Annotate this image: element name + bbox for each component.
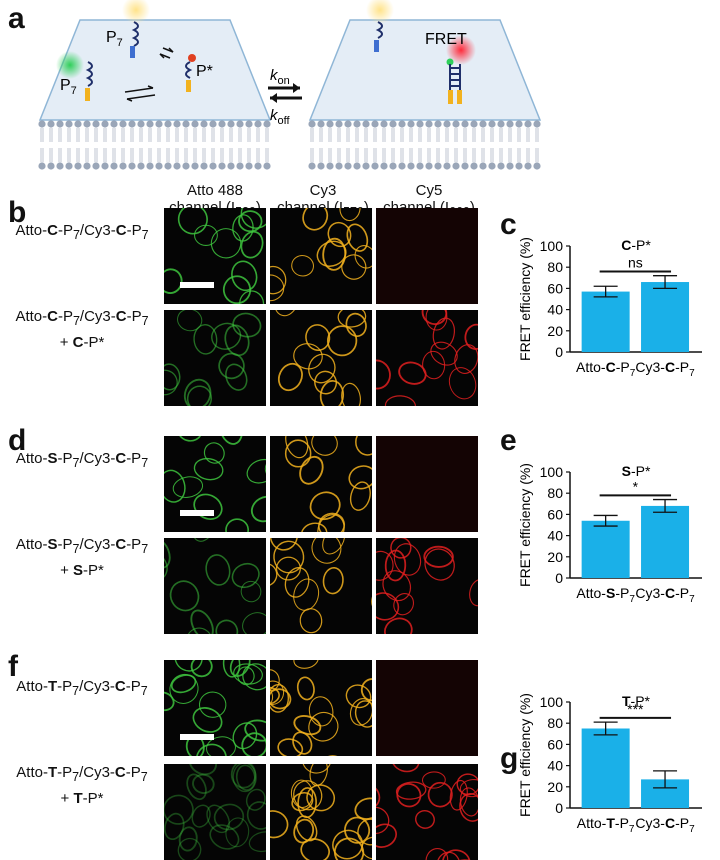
y-tick-label: 20 bbox=[547, 779, 563, 795]
schematic-diagram: P7 P7 P* kon koff FRET bbox=[38, 0, 542, 170]
significance-label: *** bbox=[627, 701, 644, 717]
y-axis-label: FRET efficiency (%) bbox=[517, 237, 533, 361]
y-tick-label: 0 bbox=[555, 570, 563, 586]
chart-title: S-P* bbox=[622, 463, 651, 479]
significance-label: ns bbox=[628, 254, 643, 270]
y-tick-label: 60 bbox=[547, 506, 563, 522]
row-label: Atto-T-P7/Cy3-C-P7 bbox=[16, 678, 148, 698]
panel-letter-d: d bbox=[8, 424, 27, 457]
fret-bar-chart: 0 20 40 60 80 100 FRET efficiency (%) Atto-C-P7… bbox=[517, 237, 702, 379]
scale-bar bbox=[180, 734, 214, 740]
p7-strand-left bbox=[85, 61, 93, 87]
bar bbox=[581, 520, 630, 578]
y-axis-label: FRET efficiency (%) bbox=[517, 693, 533, 817]
lipid-bilayer-left bbox=[38, 120, 271, 170]
row-label: Atto-C-P7/Cy3-C-P7 + C-P* bbox=[15, 308, 149, 351]
micrograph-image bbox=[164, 764, 266, 860]
p7-strand-top bbox=[131, 21, 139, 47]
micrograph-image bbox=[270, 310, 372, 406]
row-label: Atto-S-P7/Cy3-C-P7 bbox=[15, 450, 149, 470]
row-label: Atto-S-P7/Cy3-C-P7 + S-P* bbox=[15, 536, 149, 579]
micrograph-image bbox=[270, 436, 372, 532]
y-tick-label: 40 bbox=[547, 528, 563, 544]
panel-letter-g: g bbox=[500, 742, 519, 775]
bar bbox=[641, 282, 690, 352]
micrograph-image bbox=[164, 538, 266, 634]
micrograph-image bbox=[376, 436, 478, 532]
fret-glow bbox=[446, 35, 476, 65]
y-tick-label: 100 bbox=[540, 238, 564, 254]
lipid-bilayer-right bbox=[308, 120, 541, 170]
micrograph-image bbox=[376, 764, 478, 860]
y-tick-label: 100 bbox=[540, 694, 564, 710]
y-tick-label: 20 bbox=[547, 323, 563, 339]
y-axis-label: FRET efficiency (%) bbox=[517, 463, 533, 587]
y-tick-label: 80 bbox=[547, 259, 563, 275]
micrograph-image bbox=[164, 310, 266, 406]
fret-bar-chart: 0 20 40 60 80 100 FRET efficiency (%) Atto-S-P7… bbox=[517, 463, 702, 605]
micrograph-image bbox=[270, 660, 372, 756]
y-tick-label: 0 bbox=[555, 800, 563, 816]
micrograph-image bbox=[164, 436, 266, 532]
label-p7-left: P7 bbox=[60, 77, 77, 97]
panel-letter-a: a bbox=[8, 2, 25, 35]
micrograph-image bbox=[270, 538, 372, 634]
panel-letter-f: f bbox=[8, 650, 18, 683]
y-tick-label: 80 bbox=[547, 485, 563, 501]
micrograph-image bbox=[164, 660, 266, 756]
row-label: Atto-T-P7/Cy3-C-P7 + T-P* bbox=[16, 764, 148, 807]
label-pstar: P* bbox=[196, 63, 213, 80]
micrograph-image bbox=[270, 208, 372, 304]
x-tick-label: Atto-C-P7 bbox=[576, 359, 636, 379]
micrograph-image bbox=[376, 538, 478, 634]
bar bbox=[581, 291, 630, 352]
y-tick-label: 40 bbox=[547, 302, 563, 318]
x-tick-label: Cy3-C-P7 bbox=[635, 815, 695, 835]
panel-letter-e: e bbox=[500, 424, 517, 457]
x-tick-label: Cy3-C-P7 bbox=[635, 585, 695, 605]
x-tick-label: Atto-T-P7 bbox=[577, 815, 635, 835]
fret-bar-chart: 0 20 40 60 80 100 FRET efficiency (%) Atto-T-P7… bbox=[517, 693, 702, 835]
scale-bar bbox=[180, 282, 214, 288]
y-tick-label: 40 bbox=[547, 758, 563, 774]
micrograph-image bbox=[164, 208, 266, 304]
membrane-surface-left bbox=[38, 19, 272, 121]
bar bbox=[581, 728, 630, 808]
micrograph-image bbox=[376, 208, 478, 304]
green-dye-glow bbox=[56, 51, 84, 79]
y-tick-label: 20 bbox=[547, 549, 563, 565]
atto-glow bbox=[122, 0, 150, 24]
label-kon: kon bbox=[270, 67, 290, 87]
micrograph-image bbox=[376, 310, 478, 406]
chart-title: T-P* bbox=[622, 693, 651, 709]
label-fret: FRET bbox=[425, 31, 467, 48]
pstar-strand bbox=[185, 61, 193, 79]
x-tick-label: Atto-S-P7 bbox=[576, 585, 635, 605]
y-tick-label: 60 bbox=[547, 736, 563, 752]
x-tick-label: Cy3-C-P7 bbox=[635, 359, 695, 379]
label-p7-top: P7 bbox=[106, 29, 123, 49]
row-label: Atto-C-P7/Cy3-C-P7 bbox=[15, 222, 149, 242]
y-tick-label: 100 bbox=[540, 464, 564, 480]
micrograph-image bbox=[270, 764, 372, 860]
bar bbox=[641, 505, 690, 578]
y-tick-label: 60 bbox=[547, 280, 563, 296]
y-tick-label: 0 bbox=[555, 344, 563, 360]
micrograph-image bbox=[376, 660, 478, 756]
label-koff: koff bbox=[270, 107, 290, 127]
chart-title: C-P* bbox=[621, 237, 651, 253]
panel-letter-c: c bbox=[500, 208, 517, 241]
scale-bar bbox=[180, 510, 214, 516]
membrane-surface-right bbox=[308, 19, 542, 121]
y-tick-label: 80 bbox=[547, 715, 563, 731]
significance-label: * bbox=[633, 478, 639, 494]
panel-letter-b: b bbox=[8, 196, 27, 229]
